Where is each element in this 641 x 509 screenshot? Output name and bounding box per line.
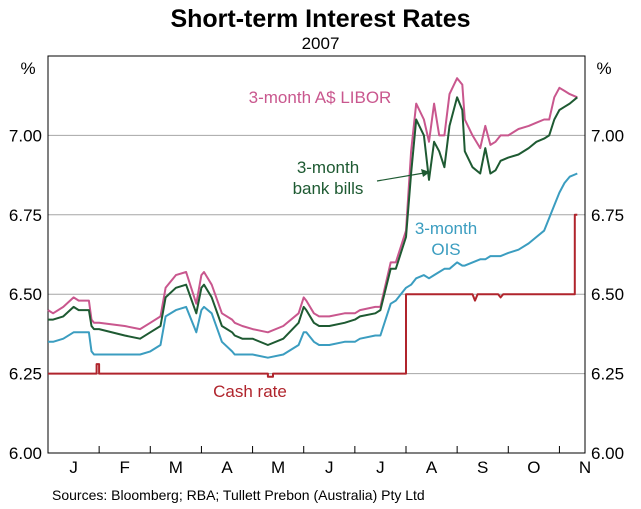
series-label-2: 3-month [415, 219, 477, 238]
series-line-1 [48, 96, 578, 346]
chart-source: Sources: Bloomberg; RBA; Tullett Prebon … [52, 487, 425, 503]
y-tick-label-left: 6.50 [9, 285, 42, 304]
plot-frame [47, 55, 586, 454]
y-tick-label-left: 6.75 [9, 206, 42, 225]
y-unit-right: % [596, 59, 611, 78]
x-tick-label: A [221, 458, 233, 477]
y-tick-label-left: 6.25 [9, 365, 42, 384]
series-line-2 [48, 172, 578, 359]
x-tick-label: F [120, 458, 130, 477]
series-label-2: OIS [431, 240, 460, 259]
y-tick-label-left: 7.00 [9, 126, 42, 145]
series-label-3: Cash rate [213, 382, 287, 401]
series-label-1: bank bills [293, 179, 364, 198]
x-tick-label: M [271, 458, 285, 477]
y-tick-label-right: 6.25 [591, 365, 624, 384]
y-unit-left: % [20, 59, 35, 78]
y-tick-label-right: 6.50 [591, 285, 624, 304]
x-tick-label: S [477, 458, 488, 477]
y-tick-label-left: 6.00 [9, 444, 42, 463]
axis-ticks: 6.00 6.00 6.25 6.25 6.50 6.50 6.75 6.75 7.00 7.00… [9, 126, 624, 477]
series-lines [47, 77, 578, 378]
x-tick-label: N [579, 458, 591, 477]
chart-title: Short-term Interest Rates [170, 5, 471, 33]
bank-bills-arrow-head [421, 169, 430, 177]
x-tick-label: J [325, 458, 334, 477]
series-line-0 [47, 77, 578, 334]
y-tick-label-right: 7.00 [591, 126, 624, 145]
chart-subtitle: 2007 [301, 34, 340, 53]
x-tick-label: O [527, 458, 540, 477]
y-tick-label-right: 6.75 [591, 206, 624, 225]
bank-bills-arrow-line [376, 172, 425, 182]
series-label-0: 3-month A$ LIBOR [249, 88, 392, 107]
series-labels: 3-month A$ LIBOR 3-month bank bills 3-month… [213, 88, 477, 401]
x-tick-label: J [376, 458, 385, 477]
series-label-1: 3-month [297, 158, 359, 177]
y-tick-label-right: 6.00 [591, 444, 624, 463]
x-tick-label: M [169, 458, 183, 477]
x-tick-label: J [69, 458, 78, 477]
x-tick-label: A [426, 458, 438, 477]
series-line-3 [48, 213, 578, 378]
